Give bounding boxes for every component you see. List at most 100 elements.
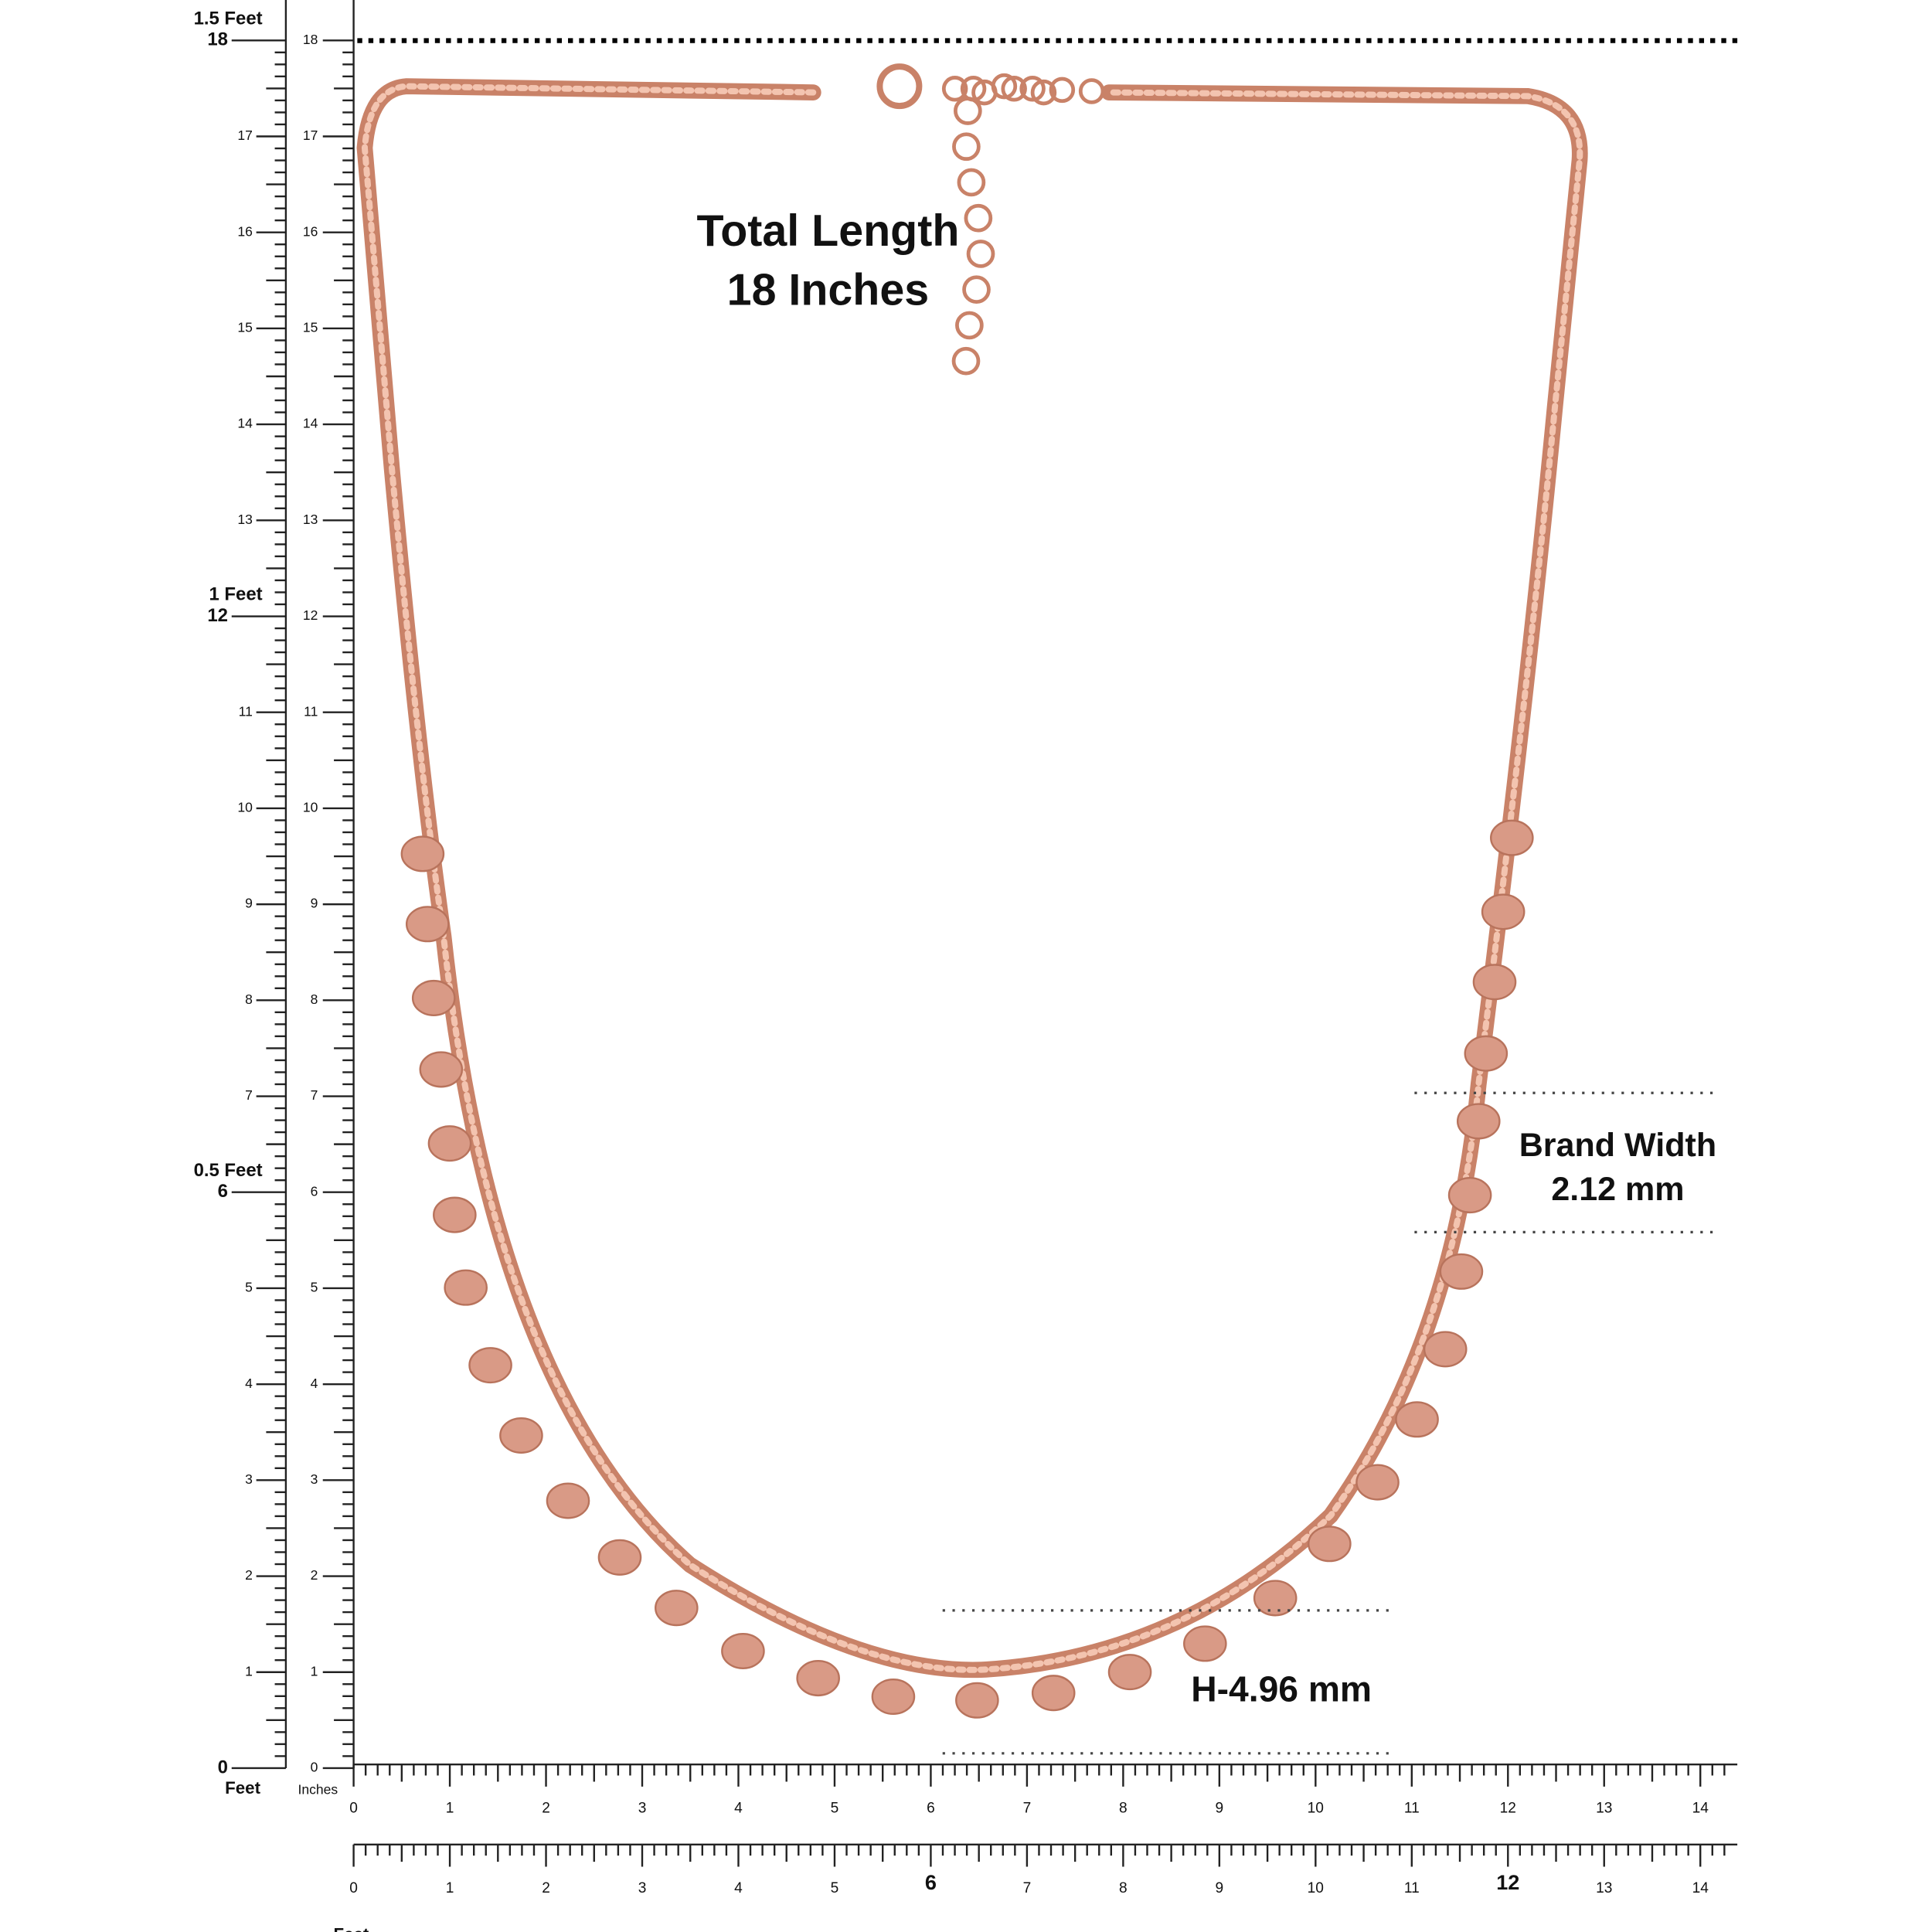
fish-charm [1423,1331,1468,1368]
fish-charm [1107,1654,1152,1691]
fish-charm [1253,1580,1298,1617]
ruler-label: 13 [303,512,318,527]
ruler-label: 7 [245,1087,253,1103]
ruler-label: 2 [311,1567,318,1583]
extender-link [957,168,986,197]
ruler-label: 14 [303,416,318,431]
ruler-label: 0 [311,1760,318,1775]
ruler-label: 15 [237,320,252,335]
ruler-label: 16 [303,223,318,239]
extender-link [991,73,1018,100]
ruler-label: 14 [1692,1801,1709,1817]
fish-charm [871,1678,916,1715]
ruler-label: 9 [1216,1801,1224,1817]
ruler-label: 3 [638,1801,647,1817]
ruler-label: 12 [207,605,228,626]
ruler-label: 17 [237,128,252,143]
ruler-label: 10 [1308,1880,1324,1896]
fish-charm [1456,1103,1501,1140]
ruler-label: 13 [1596,1880,1612,1896]
fish-charm [955,1682,999,1719]
guide-lines [942,1091,1716,1755]
ruler-label: 9 [245,896,253,911]
fish-charm [1447,1177,1492,1214]
ruler-label: 8 [311,992,318,1007]
ruler-label: 6 [927,1801,935,1817]
fish-charm [444,1269,488,1306]
ruler-label: 11 [304,703,318,719]
ruler-label: 17 [303,128,318,143]
extender-link [951,346,981,376]
ruler-label: 2 [245,1567,253,1583]
ruler-label: 1 [245,1663,253,1679]
fish-charm [405,906,450,943]
ruler-label: 5 [311,1280,318,1295]
ruler-label: 6 [925,1870,937,1894]
ruler-label: 2 [542,1801,550,1817]
ruler-label: 5 [831,1880,839,1896]
fish-charm [597,1539,642,1576]
ruler-label: 9 [1216,1880,1224,1896]
annotation: Total Length [696,206,959,256]
ruler-label: 0 [349,1801,358,1817]
ruler-label: 3 [245,1471,253,1487]
ruler-label: 10 [303,800,318,815]
fish-charm [1183,1625,1227,1662]
ruler-label: 9 [311,896,318,911]
ruler-unit: Inches [298,1781,338,1797]
fish-charm [655,1590,699,1627]
ruler-label: 10 [237,800,253,815]
ruler-label: 1 [446,1880,454,1896]
extender-link [962,275,991,304]
ruler-label: 4 [734,1801,743,1817]
chain [356,78,1588,1679]
ruler-label: 13 [1596,1801,1612,1817]
annotation: Brand Width [1519,1127,1716,1164]
ruler-label: 16 [237,223,252,239]
ruler-label: 15 [303,320,318,335]
fish-charm [411,979,456,1016]
ruler-unit: Feet [225,1778,260,1798]
ruler-label: 18 [207,29,228,50]
ruler-label: 13 [237,512,252,527]
ruler-label: 1 [311,1663,318,1679]
ruler-label: 2 [542,1880,550,1896]
fish-charm [1355,1464,1400,1501]
ruler-label: 10 [1308,1801,1324,1817]
extender-link [1019,76,1046,102]
extender-link [966,240,995,268]
fish-charm [499,1417,543,1454]
ruler-label: 11 [239,703,253,719]
ruler-label: 18 [303,32,318,47]
charms [400,819,1534,1719]
ruler-label: 4 [245,1376,253,1391]
fish-charm [1031,1675,1076,1712]
ruler-label: 11 [1404,1801,1420,1817]
ruler-label: 14 [237,416,253,431]
ruler-label: 3 [311,1471,318,1487]
extender-link [1030,79,1057,106]
fish-charm [1464,1035,1509,1072]
ruler-label: 1 Feet [209,584,263,605]
ruler-label: 12 [1500,1801,1516,1817]
ruler-label: 5 [831,1801,839,1817]
extender-link [964,203,993,233]
ruler-label: 14 [1692,1880,1709,1896]
annotation: H-4.96 mm [1191,1668,1372,1709]
ruler-label: 7 [1023,1801,1032,1817]
ruler-label: 0 [218,1757,228,1777]
fish-charm [1439,1253,1484,1290]
fish-charm [1395,1401,1439,1438]
extender-link [1049,77,1076,104]
fish-charm [400,835,445,872]
ruler-label: 1.5 Feet [194,9,263,29]
fish-charm [1490,819,1534,856]
extender-link [955,311,984,340]
extender-link [1001,76,1027,102]
ruler-label: 8 [245,992,253,1007]
ruler-label: 0 [349,1880,358,1896]
ruler-label: 4 [734,1880,743,1896]
fish-charm [433,1196,477,1233]
